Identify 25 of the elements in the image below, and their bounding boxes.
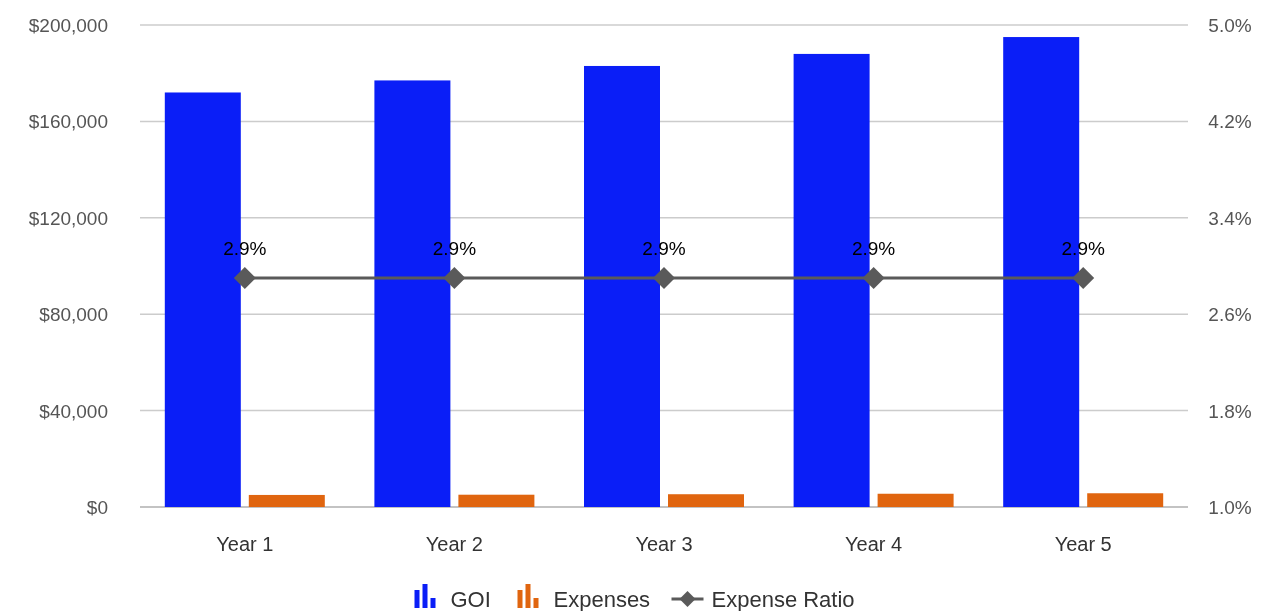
- x-tick-label: Year 1: [216, 533, 274, 555]
- legend-label: Expenses: [553, 587, 651, 611]
- y2-tick-label: 2.6%: [1208, 304, 1252, 326]
- y2-tick-label: 1.0%: [1208, 497, 1252, 518]
- bar: [668, 494, 744, 507]
- y-tick-label: $80,000: [39, 304, 108, 326]
- y2-tick-label: 1.8%: [1208, 400, 1252, 422]
- y-tick-label: $0: [86, 497, 108, 518]
- legend-label: Expense Ratio: [711, 587, 855, 611]
- bar: [248, 494, 325, 507]
- legend-label: GOI: [450, 587, 491, 611]
- x-tick-label: Year 5: [1054, 533, 1112, 555]
- bar: [458, 494, 535, 507]
- x-tick-label: Year 3: [635, 533, 693, 555]
- y-tick-label: $40,000: [39, 400, 108, 422]
- y2-tick-label: 4.2%: [1208, 111, 1252, 133]
- y-tick-label: $200,000: [28, 15, 108, 36]
- y-tick-label: $120,000: [28, 207, 108, 229]
- x-tick-label: Year 4: [845, 533, 903, 555]
- bar: [877, 493, 954, 507]
- y2-tick-label: 3.4%: [1208, 207, 1252, 229]
- x-tick-label: Year 2: [425, 533, 483, 555]
- y2-tick-label: 5.0%: [1208, 15, 1252, 36]
- bar: [1087, 493, 1164, 507]
- y-tick-label: $160,000: [28, 111, 108, 133]
